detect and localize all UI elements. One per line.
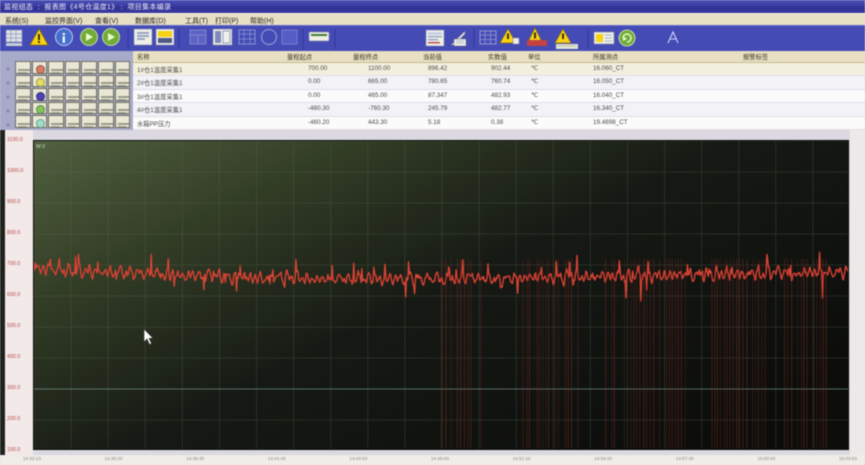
svg-text:W.V: W.V <box>36 144 46 150</box>
